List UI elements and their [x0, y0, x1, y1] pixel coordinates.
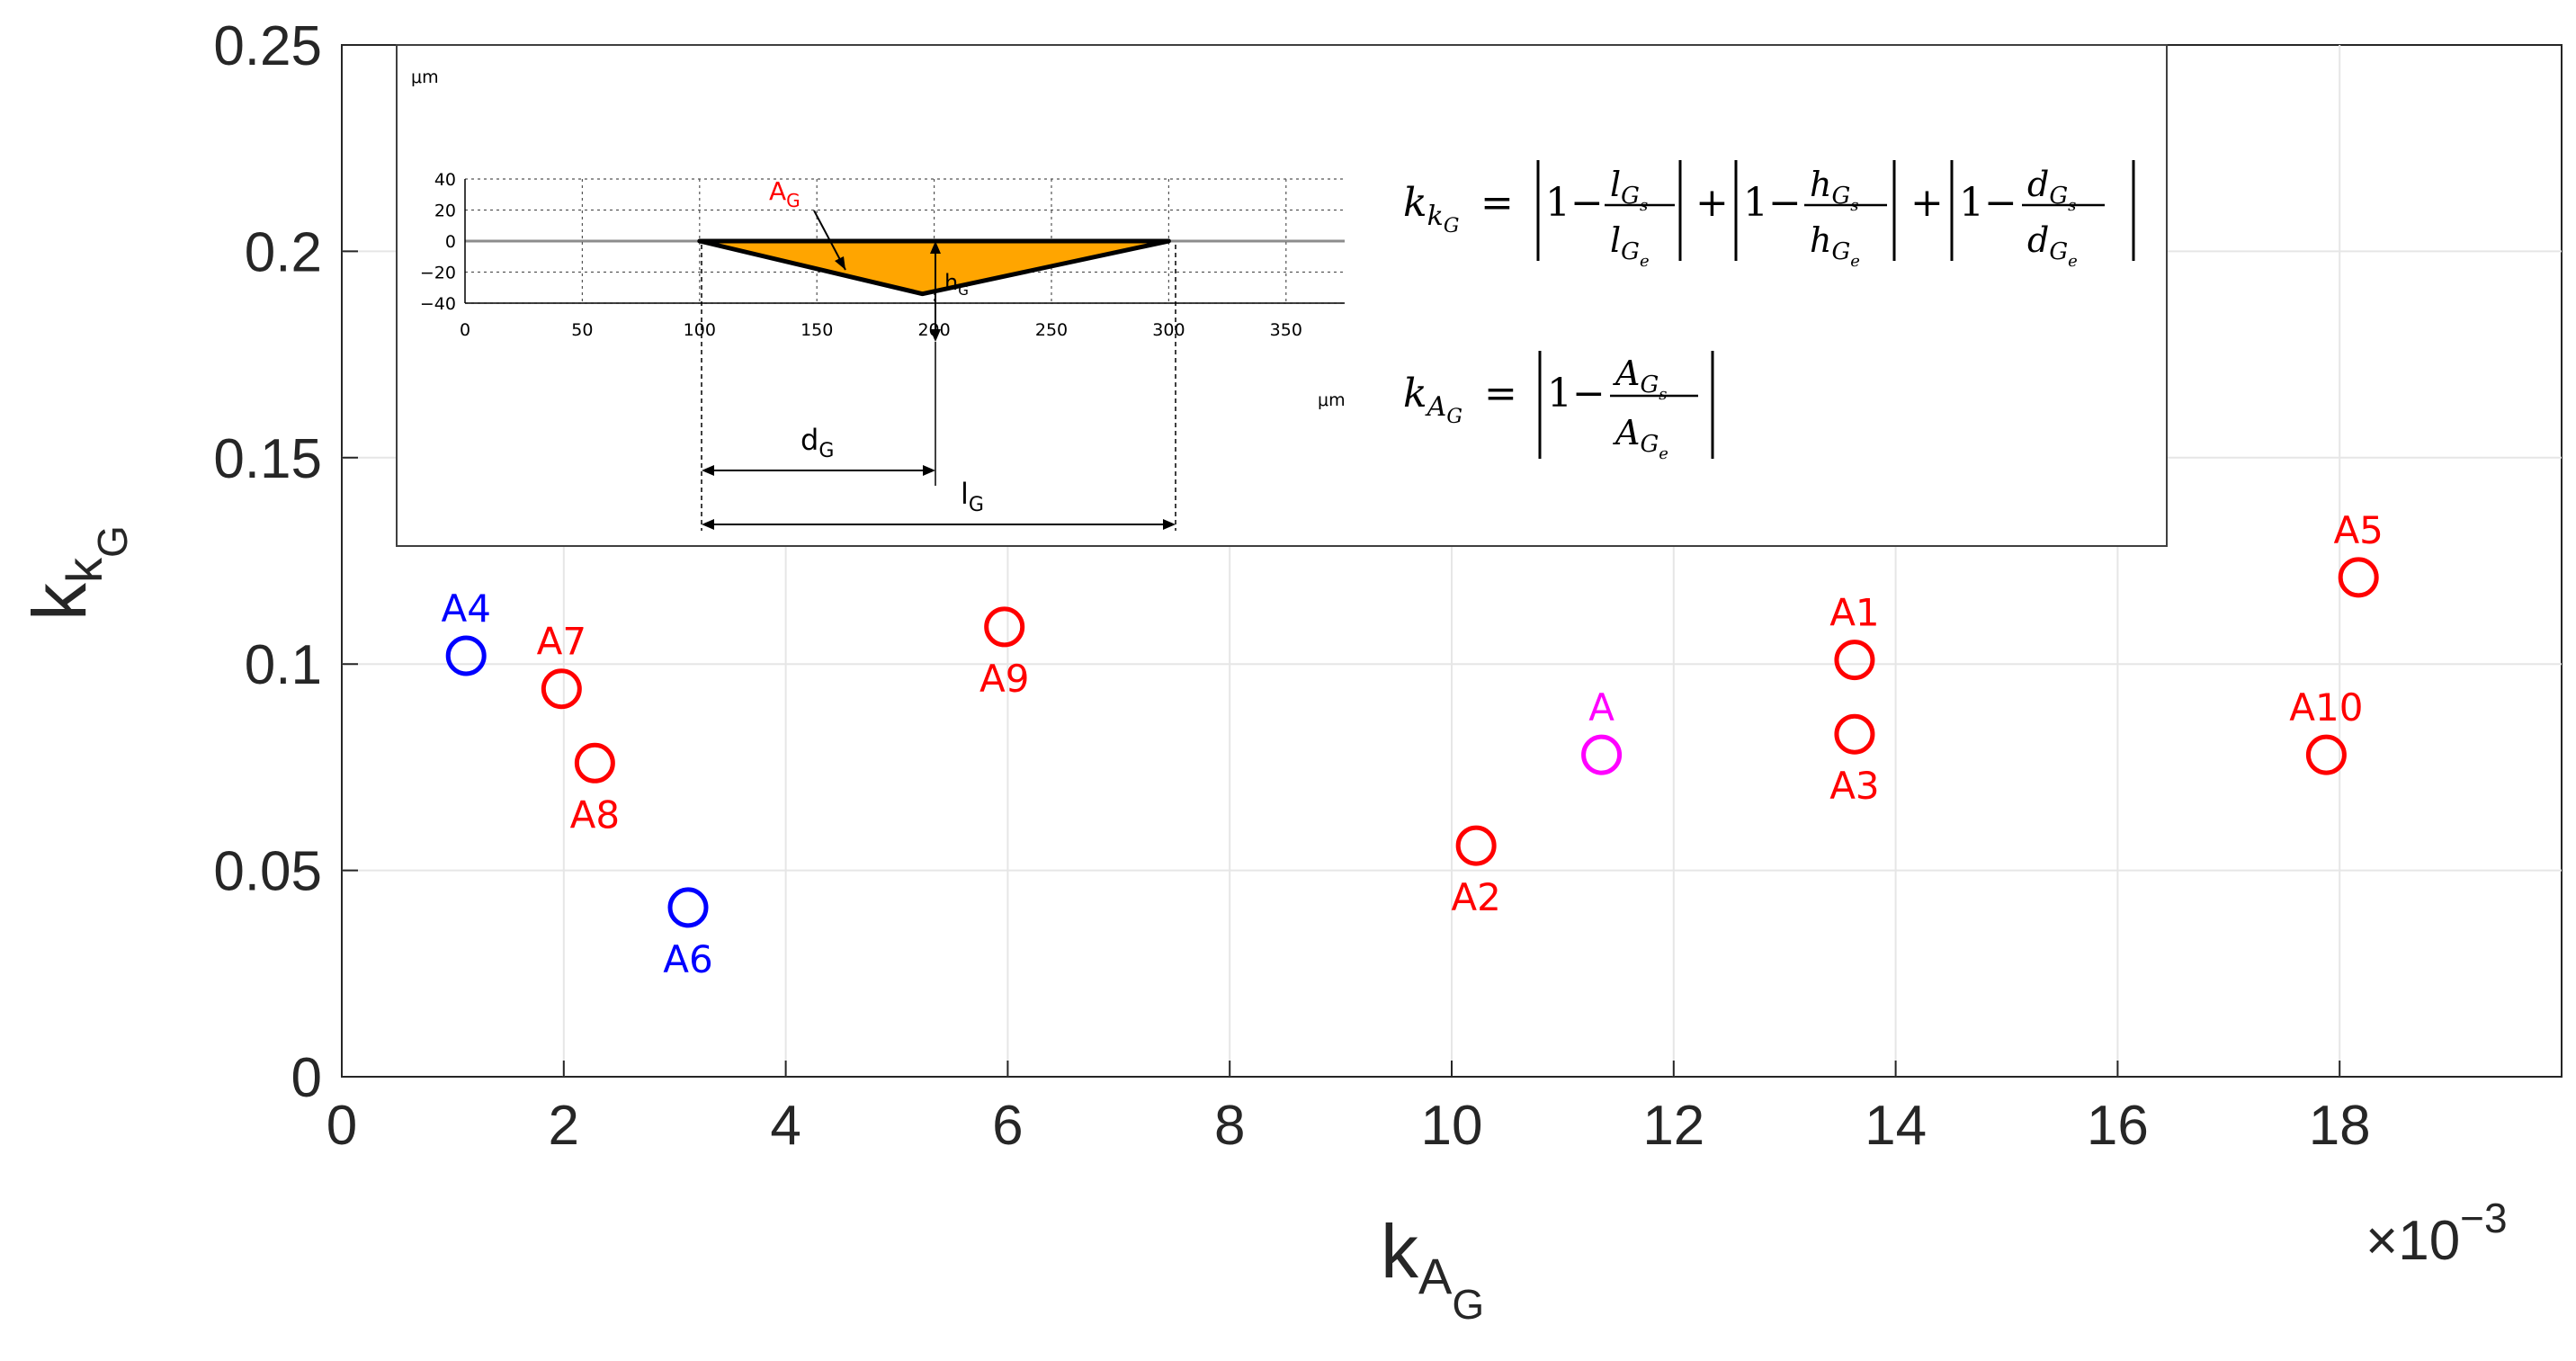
data-point-a4 [445, 635, 487, 676]
inset-y-tick-label: 40 [434, 170, 456, 190]
formula-kag: kAG = 1− AGs AGe [1403, 351, 1714, 463]
svg-text:kkG: kkG [1403, 180, 1459, 237]
inset-y-tick-label: 0 [445, 232, 456, 252]
point-label-a2: A2 [1451, 875, 1500, 919]
inset-x-tick-label: 300 [1152, 320, 1185, 340]
y-tick-label: 0 [291, 1047, 322, 1109]
x-tick-label: 16 [2087, 1095, 2149, 1157]
svg-text:1−: 1− [1545, 180, 1604, 226]
data-point-a3 [1834, 713, 1875, 755]
data-point-a1 [1834, 640, 1875, 681]
data-point-a10 [2305, 734, 2347, 775]
formula-kkg: kkG = 1− lGs lGe + 1− hGs hGe + 1− dGs d… [1403, 160, 2135, 271]
svg-text:AGs: AGs [1613, 354, 1667, 404]
svg-text:+: + [1910, 180, 1944, 226]
svg-text:AGe: AGe [1613, 413, 1668, 463]
y-axis-label: kkG [17, 525, 136, 621]
height-label: hG [944, 270, 969, 299]
point-label-a9: A9 [979, 657, 1029, 701]
depth-arrow-left [702, 465, 714, 476]
y-tick-label: 0.15 [213, 428, 322, 490]
inset-box [396, 44, 2168, 547]
x-tick-label: 14 [1865, 1095, 1927, 1157]
svg-text:kAG: kAG [1403, 371, 1462, 428]
svg-text:1−: 1− [1743, 180, 1802, 226]
svg-text:hGe: hGe [1810, 220, 1860, 271]
depth-label: dG [801, 423, 834, 462]
length-label: lG [961, 477, 984, 516]
x-tick-label: 0 [326, 1095, 357, 1157]
point-label-a10: A10 [2289, 685, 2363, 730]
inset-x-tick-label: 100 [684, 320, 716, 340]
data-point-a [1581, 734, 1623, 775]
data-point-a2 [1455, 825, 1497, 866]
y-tick-label: 0.05 [213, 841, 322, 903]
svg-text:dGe: dGe [2027, 220, 2078, 271]
length-arrow-left [702, 519, 714, 530]
x-axis-label: kAG [1381, 1209, 1484, 1328]
data-point-a9 [984, 606, 1025, 648]
y-tick-labels: 0 0.05 0.1 0.15 0.2 0.25 [213, 15, 322, 1109]
x-tick-labels: 0 2 4 6 8 10 12 14 16 18 [326, 1095, 2371, 1157]
data-point-a6 [667, 887, 709, 928]
length-arrow-right [1163, 519, 1176, 530]
area-label: AG [769, 176, 801, 211]
x-tick-label: 4 [770, 1095, 801, 1157]
x-tick-label: 18 [2309, 1095, 2371, 1157]
point-label-a5: A5 [2333, 508, 2383, 552]
y-tick-label: 0.25 [213, 15, 322, 77]
x-tick-label: 8 [1214, 1095, 1245, 1157]
svg-text:1−: 1− [1959, 180, 2017, 226]
svg-text:1−: 1− [1547, 371, 1606, 416]
x-axis-multiplier: ×10−3 [2366, 1195, 2508, 1272]
y-tick-label: 0.2 [245, 221, 322, 283]
data-point-a8 [574, 742, 615, 783]
height-arrow-top [930, 241, 941, 254]
x-tick-label: 6 [992, 1095, 1023, 1157]
data-points: A4 A7 A8 A6 A9 A2 A A1 A3 A5 A10 [441, 508, 2383, 981]
point-label-a4: A4 [441, 586, 490, 631]
height-arrow-bottom [930, 329, 941, 342]
svg-text:lGs: lGs [1610, 165, 1648, 215]
inset-x-tick-label: 250 [1035, 320, 1068, 340]
inset-x-tick-label: 0 [460, 320, 470, 340]
point-label-a: A [1588, 685, 1614, 730]
point-label-a3: A3 [1829, 764, 1879, 808]
x-tick-label: 10 [1421, 1095, 1483, 1157]
svg-text:+: + [1695, 180, 1729, 226]
inset-y-tick-label: 20 [434, 201, 456, 221]
data-point-a7 [541, 668, 582, 710]
svg-text:=: = [1484, 371, 1517, 416]
point-label-a8: A8 [570, 792, 620, 837]
depth-arrow-right [923, 465, 935, 476]
point-label-a1: A1 [1829, 591, 1879, 635]
inset-x-tick-label: 150 [801, 320, 833, 340]
point-label-a7: A7 [537, 620, 586, 664]
y-tick-label: 0.1 [245, 634, 322, 696]
inset-unit-top: μm [411, 67, 439, 87]
inset-unit-right: μm [1318, 390, 1346, 410]
data-point-a5 [2338, 557, 2379, 598]
svg-text:lGe: lGe [1610, 220, 1650, 271]
inset-x-tick-label: 50 [571, 320, 593, 340]
x-tick-label: 12 [1642, 1095, 1704, 1157]
x-tick-label: 2 [549, 1095, 579, 1157]
inset-y-tick-label: −40 [420, 294, 456, 314]
svg-text:=: = [1480, 180, 1514, 226]
point-label-a6: A6 [663, 937, 712, 981]
inset-y-tick-label: −20 [420, 264, 456, 283]
area-arrowhead [835, 256, 845, 270]
groove-profile [697, 238, 1171, 297]
inset-x-tick-label: 350 [1270, 320, 1302, 340]
